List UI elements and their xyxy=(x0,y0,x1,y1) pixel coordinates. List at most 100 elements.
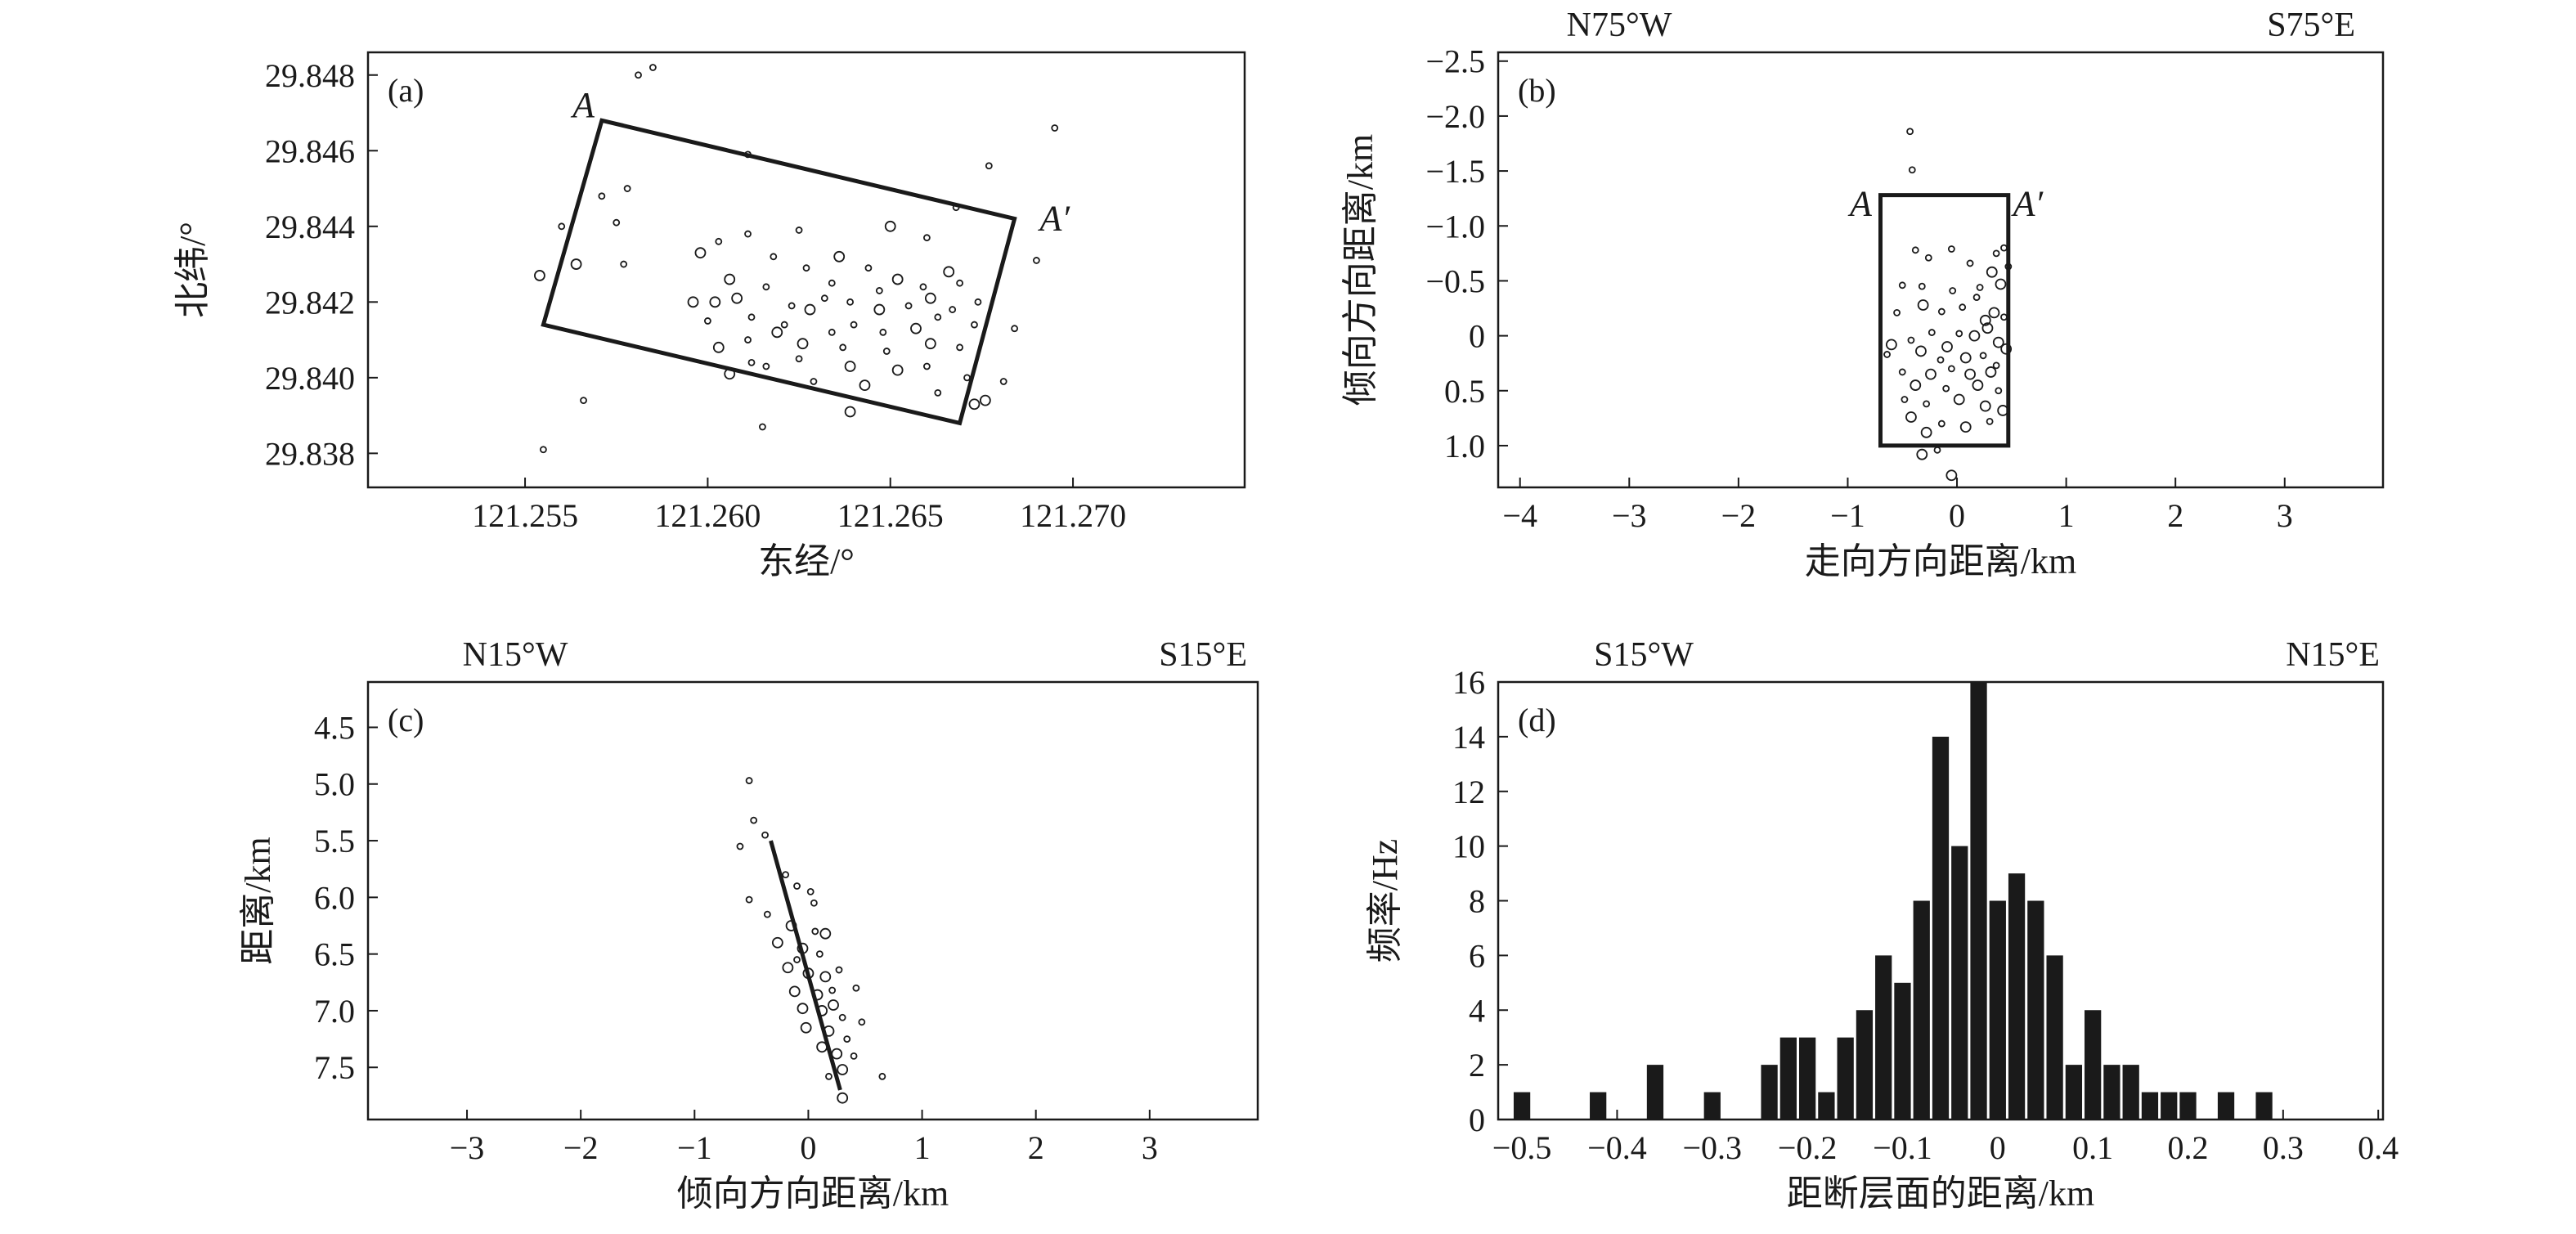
earthquake-event xyxy=(819,971,832,983)
earthquake-event xyxy=(891,364,904,376)
earthquake-event xyxy=(924,338,936,350)
fault-plane-line xyxy=(769,840,842,1091)
earthquake-event xyxy=(2000,343,2013,355)
y-tick-label: 0 xyxy=(1469,1102,1485,1138)
earthquake-event xyxy=(795,355,803,363)
earthquake-event xyxy=(1907,336,1915,344)
earthquake-event xyxy=(1051,124,1059,132)
earthquake-event xyxy=(795,227,803,234)
earthquake-event xyxy=(747,358,756,366)
earthquake-event xyxy=(811,927,819,936)
histogram-bar xyxy=(1590,1092,1607,1120)
earthquake-event xyxy=(882,348,891,355)
earthquake-event xyxy=(1972,379,1984,391)
histogram-bar xyxy=(2065,1065,2083,1120)
earthquake-event xyxy=(828,999,839,1011)
y-axis-title: 倾向方向距离/km xyxy=(1340,134,1380,406)
earthquake-event xyxy=(782,962,794,974)
y-tick-label: −0.5 xyxy=(1425,263,1485,299)
earthquake-event xyxy=(802,967,815,980)
earthquake-event xyxy=(850,1052,858,1060)
panel-d: −0.5 −0.4 −0.3 −0.2 −0.1 0 0.1 0.2 0.3 0.4 0 2 4 6 8 10… xyxy=(1365,636,2399,1214)
earthquake-event xyxy=(1910,379,1922,391)
earthquake-event xyxy=(797,338,809,350)
panel-a: 121.255 121.260 121.265 121.270 29.838 29.840… xyxy=(173,51,1246,581)
earthquake-event xyxy=(1906,128,1914,136)
earthquake-event xyxy=(806,888,815,895)
earthquake-event xyxy=(910,322,922,334)
earthquake-event xyxy=(1997,405,2009,416)
earthquake-event xyxy=(979,394,991,406)
histogram-bar xyxy=(1989,900,2006,1120)
earthquake-event xyxy=(762,283,770,291)
histogram-bar xyxy=(1761,1065,1778,1120)
earthquake-event xyxy=(1924,254,1932,262)
earthquake-event xyxy=(613,218,621,227)
earthquake-event xyxy=(846,298,854,306)
earthquake-event xyxy=(1911,246,1919,254)
earthquake-event xyxy=(879,328,887,336)
earthquake-event xyxy=(1995,387,2003,395)
y-tick-label: 5.0 xyxy=(314,766,355,803)
y-tick-label: 0.5 xyxy=(1444,373,1485,410)
earthquake-event xyxy=(838,1013,846,1021)
y-tick-label: 16 xyxy=(1452,664,1485,701)
direction-left: S15°W xyxy=(1594,636,1694,674)
y-tick-label: 8 xyxy=(1469,883,1485,920)
earthquake-event xyxy=(1011,325,1018,333)
histogram-bar xyxy=(2255,1092,2273,1120)
earthquake-event xyxy=(1905,411,1917,423)
x-tick-label: 0.2 xyxy=(2167,1129,2208,1166)
x-tick-label: 121.260 xyxy=(654,497,761,534)
earthquake-event xyxy=(715,237,723,245)
earthquake-event xyxy=(850,321,858,329)
y-tick-label: 29.846 xyxy=(265,132,355,169)
earthquake-event xyxy=(797,1003,809,1015)
earthquake-event xyxy=(999,378,1008,385)
plot-frame xyxy=(366,680,1259,1121)
earthquake-event xyxy=(825,1072,832,1080)
histogram-bar xyxy=(1932,736,1950,1120)
earthquake-event xyxy=(873,303,886,316)
earthquake-event xyxy=(1995,278,2007,290)
earthquake-event xyxy=(1959,303,1967,312)
earthquake-event xyxy=(820,294,828,303)
earthquake-event xyxy=(1979,352,1987,360)
earthquake-event xyxy=(771,326,783,339)
earthquake-event xyxy=(744,230,752,238)
earthquake-event xyxy=(731,292,743,304)
earthquake-event xyxy=(859,379,871,391)
earthquake-event xyxy=(923,362,931,370)
y-tick-label: 29.844 xyxy=(265,209,355,245)
earthquake-event xyxy=(1992,249,2000,258)
histogram-bar xyxy=(1646,1065,1664,1120)
earthquake-event xyxy=(1968,330,1981,342)
histogram-bar xyxy=(1875,955,1892,1120)
earthquake-event xyxy=(635,71,642,79)
earthquake-event xyxy=(694,247,707,259)
earthquake-event xyxy=(1937,307,1945,316)
histogram-bar xyxy=(2161,1092,2178,1120)
earthquake-event xyxy=(949,306,957,313)
x-tick-label: 0 xyxy=(1990,1129,2006,1166)
x-tick-label: −0.3 xyxy=(1682,1129,1742,1166)
panel-c: −3 −2 −1 0 1 2 3 4.5 5.0 5.5 6.0 6.5 7.0 7.5 倾向方向距离/km… xyxy=(238,636,1259,1214)
x-tick-label: −0.5 xyxy=(1492,1129,1552,1166)
y-tick-label: 12 xyxy=(1452,774,1485,810)
direction-left: N75°W xyxy=(1567,7,1672,44)
earthquake-event xyxy=(810,378,818,385)
earthquake-event xyxy=(1898,368,1906,376)
earthquake-event xyxy=(1949,287,1957,294)
y-axis-title: 频率/Hz xyxy=(1365,839,1405,963)
earthquake-event xyxy=(761,831,769,839)
earthquake-event xyxy=(1986,417,1994,425)
y-tick-label: 6 xyxy=(1469,937,1485,974)
earthquake-event xyxy=(884,220,896,232)
earthquake-event xyxy=(934,313,942,321)
y-tick-label: 4.5 xyxy=(314,709,355,746)
x-tick-label: −0.2 xyxy=(1778,1129,1838,1166)
y-tick-label: 29.840 xyxy=(265,360,355,397)
y-tick-label: 29.842 xyxy=(265,284,355,321)
earthquake-event xyxy=(788,985,801,998)
